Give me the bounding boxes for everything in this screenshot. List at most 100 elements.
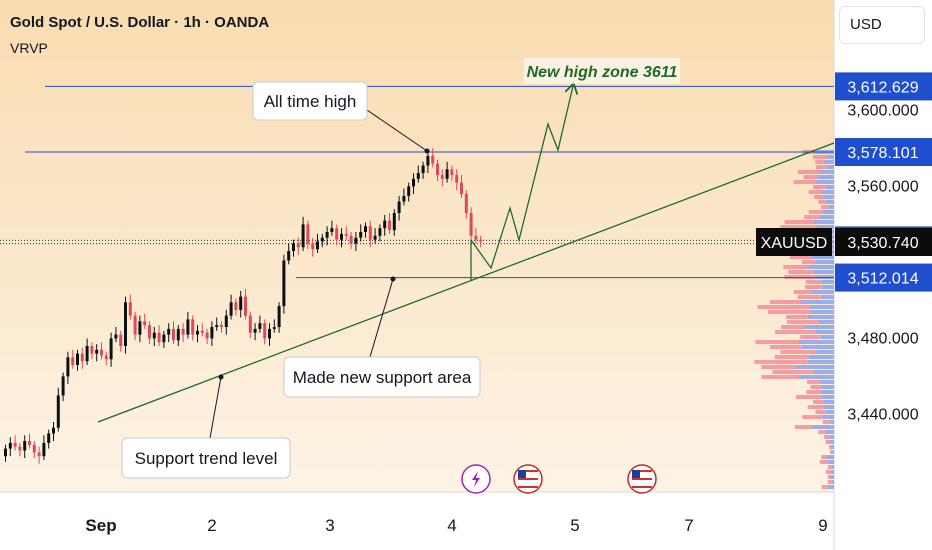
trend-level-callout-pointer [209, 376, 222, 439]
volume-profile-bar-sell [754, 360, 808, 364]
volume-profile-bar-buy [813, 270, 834, 274]
ath-callout-box [252, 81, 368, 121]
candle-down [128, 302, 132, 316]
candle-down [28, 441, 31, 445]
volume-profile-bar-sell [761, 375, 799, 379]
volume-profile-bar-sell [813, 155, 828, 159]
volume-profile-bar-sell [789, 255, 812, 259]
volume-profile-bar-buy [826, 165, 834, 169]
volume-profile-bar-buy [818, 320, 834, 324]
candle-down [157, 332, 161, 343]
candle-up [378, 228, 382, 236]
candle-up [373, 235, 377, 240]
volume-profile-bar-sell [829, 450, 833, 454]
candle-down [479, 239, 483, 242]
chart-background [0, 0, 834, 492]
flag-canton [518, 470, 526, 478]
ath-callout-pointer [366, 109, 428, 152]
candle-up [8, 442, 12, 449]
volume-profile-bar-buy [826, 455, 834, 459]
candle-up [340, 233, 343, 240]
candle-down [100, 349, 103, 356]
candle-up [421, 165, 425, 174]
volume-profile-bar-buy [800, 300, 834, 304]
trend-level-callout-box [121, 437, 291, 479]
volume-profile-bar-buy [821, 280, 834, 284]
volume-profile-bar-buy [825, 430, 834, 434]
event-markers [461, 464, 657, 494]
flag-canton [632, 470, 640, 478]
volume-profile-bar-sell [821, 455, 827, 459]
volume-profile-bar-sell [796, 395, 822, 399]
volume-profile-bar-sell [818, 430, 826, 434]
price-label-bg [835, 138, 932, 167]
candle-down [263, 323, 267, 339]
volume-profile-bar-buy [831, 465, 834, 469]
candle-down [133, 315, 137, 335]
candle-up [239, 296, 243, 310]
candle-up [277, 306, 281, 328]
x-tick-label: 2 [207, 516, 216, 535]
indicator-label: VRVP [10, 40, 48, 56]
volume-profile-bar-sell [825, 440, 830, 444]
ath-callout-text: All time high [264, 92, 357, 111]
candle-down [349, 235, 353, 244]
candle-down [148, 325, 151, 339]
volume-profile-bar-sell [772, 370, 814, 374]
candle-down [344, 233, 348, 236]
volume-profile-bar-buy [829, 440, 834, 444]
currency-button[interactable]: USD [839, 6, 925, 44]
candle-up [392, 213, 396, 231]
candle-up [287, 251, 291, 261]
volume-profile-bar-sell [825, 470, 832, 474]
volume-profile-bar-sell [813, 185, 825, 189]
volume-profile-bar-buy [807, 315, 834, 319]
support-area-callout-box [283, 356, 481, 398]
volume-profile-bar-sell [770, 345, 802, 349]
volume-profile-bar-buy [830, 475, 834, 479]
price-label: 3,512.014 [847, 271, 918, 288]
volume-profile-bar-buy [831, 470, 834, 474]
volume-profile-bar-sell [822, 420, 831, 424]
x-tick-label: 3 [325, 516, 334, 535]
volume-profile-bar-buy [828, 205, 834, 209]
y-tick-label: 3,480.000 [847, 330, 918, 347]
candle-up [167, 328, 171, 335]
candle-down [244, 296, 247, 316]
volume-profile-bar-buy [830, 420, 834, 424]
volume-profile-bar-buy [823, 195, 834, 199]
volume-profile-bar-buy [827, 155, 834, 159]
candle-up [325, 232, 329, 238]
candle-down [436, 163, 439, 176]
candle-up [402, 195, 406, 202]
candle-down [311, 243, 315, 250]
time-axis: Sep 2 3 4 5 7 9 [85, 516, 827, 535]
price-label-bg [835, 263, 932, 292]
candle-down [234, 302, 238, 310]
flag-stripe [632, 470, 652, 472]
volume-profile-bar-sell [816, 165, 827, 169]
candle-up [445, 169, 449, 179]
x-tick-label: 9 [818, 516, 827, 535]
volume-profile-bar-buy [799, 340, 834, 344]
candle-down [306, 224, 310, 244]
volume-profile-bar-sell [788, 270, 814, 274]
candle-up [320, 237, 324, 242]
symbol-title: Gold Spot / U.S. Dollar · 1h · OANDA [10, 14, 270, 31]
volume-profile-bar-sell [780, 350, 817, 354]
volume-profile-bar-buy [824, 160, 834, 164]
volume-profile-bar-sell [769, 300, 801, 304]
volume-profile-bar-buy [821, 190, 834, 194]
candle-up [364, 226, 367, 233]
volume-profile-bar-buy [822, 285, 834, 289]
flag-stripe [518, 470, 538, 472]
projection-arrow [470, 86, 573, 270]
candle-up [359, 232, 363, 238]
candle-up [397, 201, 401, 214]
annotations: All time high Made new support area Suppor… [121, 58, 680, 479]
volume-profile-bar-sell [808, 190, 822, 194]
candle-down [431, 156, 435, 164]
candle-up [76, 353, 79, 366]
volume-profile-bar-sell [818, 200, 826, 204]
candle-down [469, 213, 473, 236]
